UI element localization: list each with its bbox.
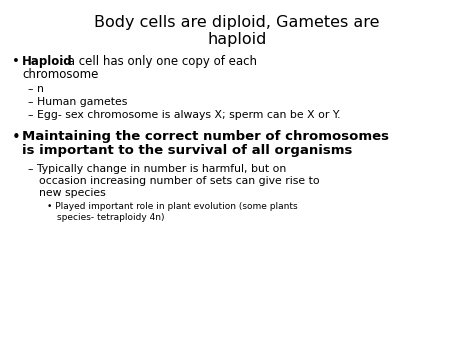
Text: – Human gametes: – Human gametes <box>28 97 128 107</box>
Text: – Egg- sex chromosome is always X; sperm can be X or Y.: – Egg- sex chromosome is always X; sperm… <box>28 110 340 120</box>
Text: •: • <box>12 55 20 68</box>
Text: is important to the survival of all organisms: is important to the survival of all orga… <box>22 144 352 157</box>
Text: new species: new species <box>39 188 106 198</box>
Text: Maintaining the correct number of chromosomes: Maintaining the correct number of chromo… <box>22 130 389 143</box>
Text: chromosome: chromosome <box>22 68 99 81</box>
Text: haploid: haploid <box>207 32 267 47</box>
Text: •: • <box>12 130 21 145</box>
Text: – n: – n <box>28 84 44 94</box>
Text: Haploid: Haploid <box>22 55 73 68</box>
Text: species- tetraploidy 4n): species- tetraploidy 4n) <box>57 213 164 222</box>
Text: : a cell has only one copy of each: : a cell has only one copy of each <box>60 55 257 68</box>
Text: occasion increasing number of sets can give rise to: occasion increasing number of sets can g… <box>39 176 319 186</box>
Text: Body cells are diploid, Gametes are: Body cells are diploid, Gametes are <box>94 15 380 30</box>
Text: • Played important role in plant evolution (some plants: • Played important role in plant evoluti… <box>47 202 298 211</box>
Text: – Typically change in number is harmful, but on: – Typically change in number is harmful,… <box>28 164 286 174</box>
